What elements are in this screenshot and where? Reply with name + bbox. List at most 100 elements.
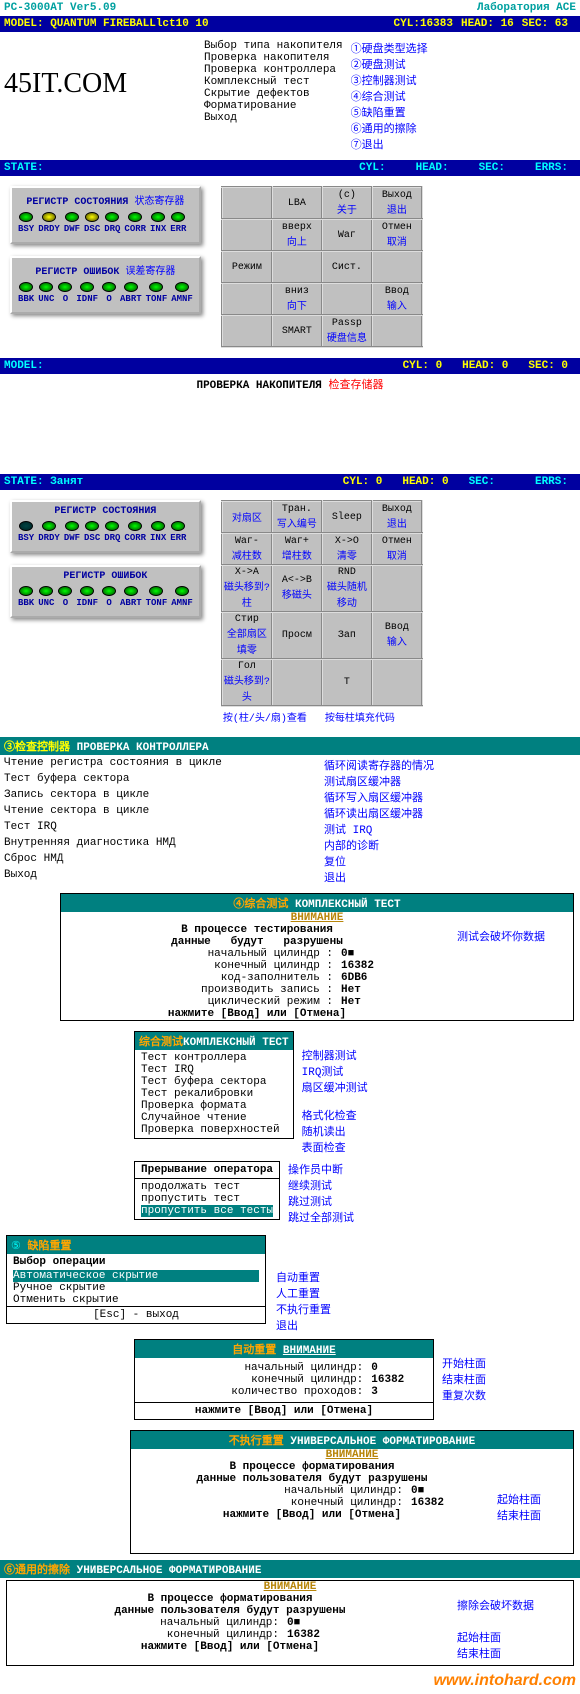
error-register-2: РЕГИСТР ОШИБОК BBKUNCOIDNFOABRTTONFAMNF bbox=[10, 565, 201, 618]
list-item[interactable]: Тест IRQ测试 IRQ bbox=[4, 821, 576, 837]
grid-button[interactable]: Просм bbox=[272, 612, 322, 659]
grid-button[interactable] bbox=[222, 219, 272, 251]
button-grid-2[interactable]: 对扇区Тран.写入编号SleepВыход退出 Waг-减柱数Waг+增柱数X-… bbox=[221, 500, 423, 707]
grid-button[interactable]: Зап bbox=[322, 612, 372, 659]
led-icon bbox=[85, 521, 99, 531]
list-item[interactable]: Внутренняя диагностика НМД内部的诊断 bbox=[4, 837, 576, 853]
grid-button[interactable]: Стир全部扇区填零 bbox=[222, 612, 272, 659]
grid-button[interactable] bbox=[372, 659, 422, 706]
grid-button[interactable]: X->O清零 bbox=[322, 533, 372, 565]
list-item[interactable]: Проверка формата bbox=[141, 1100, 287, 1112]
grid-button[interactable] bbox=[372, 565, 422, 612]
grid-button[interactable]: RND磁头随机移动 bbox=[322, 565, 372, 612]
grid-button[interactable] bbox=[222, 283, 272, 315]
grid-button[interactable] bbox=[372, 315, 422, 347]
grid-button[interactable]: Ввод输入 bbox=[372, 612, 422, 659]
grid-button[interactable]: вверх向上 bbox=[272, 219, 322, 251]
list-item[interactable]: Автоматическое скрытие bbox=[13, 1270, 259, 1282]
format-box-1: 不执行重置 УНИВЕРСАЛЬНОЕ ФОРМАТИРОВАНИЕ ВНИМА… bbox=[130, 1430, 574, 1554]
grid-button[interactable]: Тран.写入编号 bbox=[272, 501, 322, 533]
list-item[interactable]: Чтение сектора в цикле循环读出扇区缓冲器 bbox=[4, 805, 576, 821]
list-item[interactable]: Тест IRQ bbox=[141, 1064, 287, 1076]
grid-button[interactable]: 对扇区 bbox=[222, 501, 272, 533]
menu-item[interactable]: Выход bbox=[204, 112, 343, 124]
grid-button[interactable] bbox=[272, 251, 322, 283]
list-item[interactable]: Отменить скрытие bbox=[13, 1294, 259, 1306]
grid-button[interactable] bbox=[322, 283, 372, 315]
status-register-2: РЕГИСТР СОСТОЯНИЯ BSYDRDYDWFDSCDRQCORRIN… bbox=[10, 500, 201, 553]
grid-button[interactable]: SMART bbox=[272, 315, 322, 347]
menu-item[interactable]: Комплексный тест bbox=[204, 76, 343, 88]
format-box-2: ВНИМАНИЕ В процессе форматирования данны… bbox=[6, 1580, 574, 1666]
grid-button[interactable] bbox=[372, 251, 422, 283]
led-icon bbox=[128, 521, 142, 531]
led-icon bbox=[175, 586, 189, 596]
grid-button[interactable]: Ввод输入 bbox=[372, 283, 422, 315]
app-title: PC-3000AT Ver5.09 bbox=[4, 2, 116, 14]
grid-button[interactable]: Сист. bbox=[322, 251, 372, 283]
list-item[interactable]: Запись сектора в цикле循环写入扇区缓冲器 bbox=[4, 789, 576, 805]
menu-item[interactable]: Проверка накопителя bbox=[204, 52, 343, 64]
grid-button[interactable]: (c)关于 bbox=[322, 187, 372, 219]
grid-button[interactable]: Sleep bbox=[322, 501, 372, 533]
led-icon bbox=[128, 212, 142, 222]
list-item[interactable]: Тест буфера сектора测试扇区缓冲器 bbox=[4, 773, 576, 789]
grid-button[interactable] bbox=[222, 187, 272, 219]
led-icon bbox=[171, 212, 185, 222]
grid-button[interactable]: Waг-减柱数 bbox=[222, 533, 272, 565]
menu-item[interactable]: Проверка контроллера bbox=[204, 64, 343, 76]
led-icon bbox=[19, 212, 33, 222]
led-icon bbox=[58, 282, 72, 292]
led-icon bbox=[149, 586, 163, 596]
list-item[interactable]: пропустить тест bbox=[141, 1193, 273, 1205]
grid-button[interactable]: Passp硬盘信息 bbox=[322, 315, 372, 347]
main-menu-ru[interactable]: Выбор типа накопителяПроверка накопителя… bbox=[200, 32, 347, 160]
list-item[interactable]: Случайное чтение bbox=[141, 1112, 287, 1124]
grid-button[interactable]: T bbox=[322, 659, 372, 706]
list-item[interactable]: Тест буфера сектора bbox=[141, 1076, 287, 1088]
grid-button[interactable]: Выход退出 bbox=[372, 187, 422, 219]
menu-item[interactable]: Форматирование bbox=[204, 100, 343, 112]
main-section: 45IT.COM Выбор типа накопителяПроверка н… bbox=[0, 32, 580, 160]
led-icon bbox=[42, 521, 56, 531]
led-icon bbox=[58, 586, 72, 596]
led-icon bbox=[85, 212, 99, 222]
interrupt-box: Прерывание оператора продолжать тестпроп… bbox=[134, 1161, 280, 1220]
footer-url: www.intohard.com bbox=[0, 1668, 580, 1694]
led-icon bbox=[151, 212, 165, 222]
grid-button[interactable] bbox=[222, 315, 272, 347]
state-bar-2: STATE: Занят CYL: 0 HEAD: 0 SEC: ERRS: bbox=[0, 474, 580, 490]
grid-button[interactable]: Гол磁头移到?头 bbox=[222, 659, 272, 706]
list-item[interactable]: Проверка поверхностей bbox=[141, 1124, 287, 1136]
list-item[interactable]: Выход退出 bbox=[4, 869, 576, 885]
led-icon bbox=[149, 282, 163, 292]
list-item[interactable]: Сброс НМД复位 bbox=[4, 853, 576, 869]
app-header: PC-3000AT Ver5.09 Лаборатория ACE bbox=[0, 0, 580, 16]
grid-button[interactable]: X->A磁头移到?柱 bbox=[222, 565, 272, 612]
menu-item[interactable]: Выбор типа накопителя bbox=[204, 40, 343, 52]
led-icon bbox=[175, 282, 189, 292]
grid-button[interactable]: Отмен取消 bbox=[372, 533, 422, 565]
format2-header: ⑥通用的擦除 УНИВЕРСАЛЬНОЕ ФОРМАТИРОВАНИЕ bbox=[0, 1560, 580, 1578]
list-item[interactable]: продолжать тест bbox=[141, 1181, 273, 1193]
menu-item[interactable]: Скрытие дефектов bbox=[204, 88, 343, 100]
grid-button[interactable] bbox=[272, 659, 322, 706]
grid-button[interactable]: Waг+增柱数 bbox=[272, 533, 322, 565]
list-item[interactable]: Тест контроллера bbox=[141, 1052, 287, 1064]
button-grid-1[interactable]: LBA(c)关于Выход退出 вверх向上WaгОтмен取消 Режим Сис… bbox=[221, 186, 423, 348]
grid-button[interactable]: Выход退出 bbox=[372, 501, 422, 533]
list-item[interactable]: Чтение регистра состояния в цикле循环阅读寄存器… bbox=[4, 757, 576, 773]
controller-list[interactable]: Чтение регистра состояния в цикле循环阅读寄存器… bbox=[0, 755, 580, 887]
grid-button[interactable]: LBA bbox=[272, 187, 322, 219]
grid-button[interactable]: вниз向下 bbox=[272, 283, 322, 315]
grid-button[interactable]: Отмен取消 bbox=[372, 219, 422, 251]
list-item[interactable]: пропустить все тесты bbox=[141, 1205, 273, 1217]
grid-button[interactable]: A<->B移磁头 bbox=[272, 565, 322, 612]
model-bar: MODEL: QUANTUM FIREBALLlct10 10 CYL:1638… bbox=[0, 16, 580, 32]
grid-button[interactable]: Waг bbox=[322, 219, 372, 251]
auto-box: 自动重置 ВНИМАНИЕ начальный цилиндр:0конечны… bbox=[134, 1339, 434, 1420]
led-icon bbox=[39, 282, 53, 292]
grid-button[interactable]: Режим bbox=[222, 251, 272, 283]
list-item[interactable]: Ручное скрытие bbox=[13, 1282, 259, 1294]
list-item[interactable]: Тест рекалибровки bbox=[141, 1088, 287, 1100]
